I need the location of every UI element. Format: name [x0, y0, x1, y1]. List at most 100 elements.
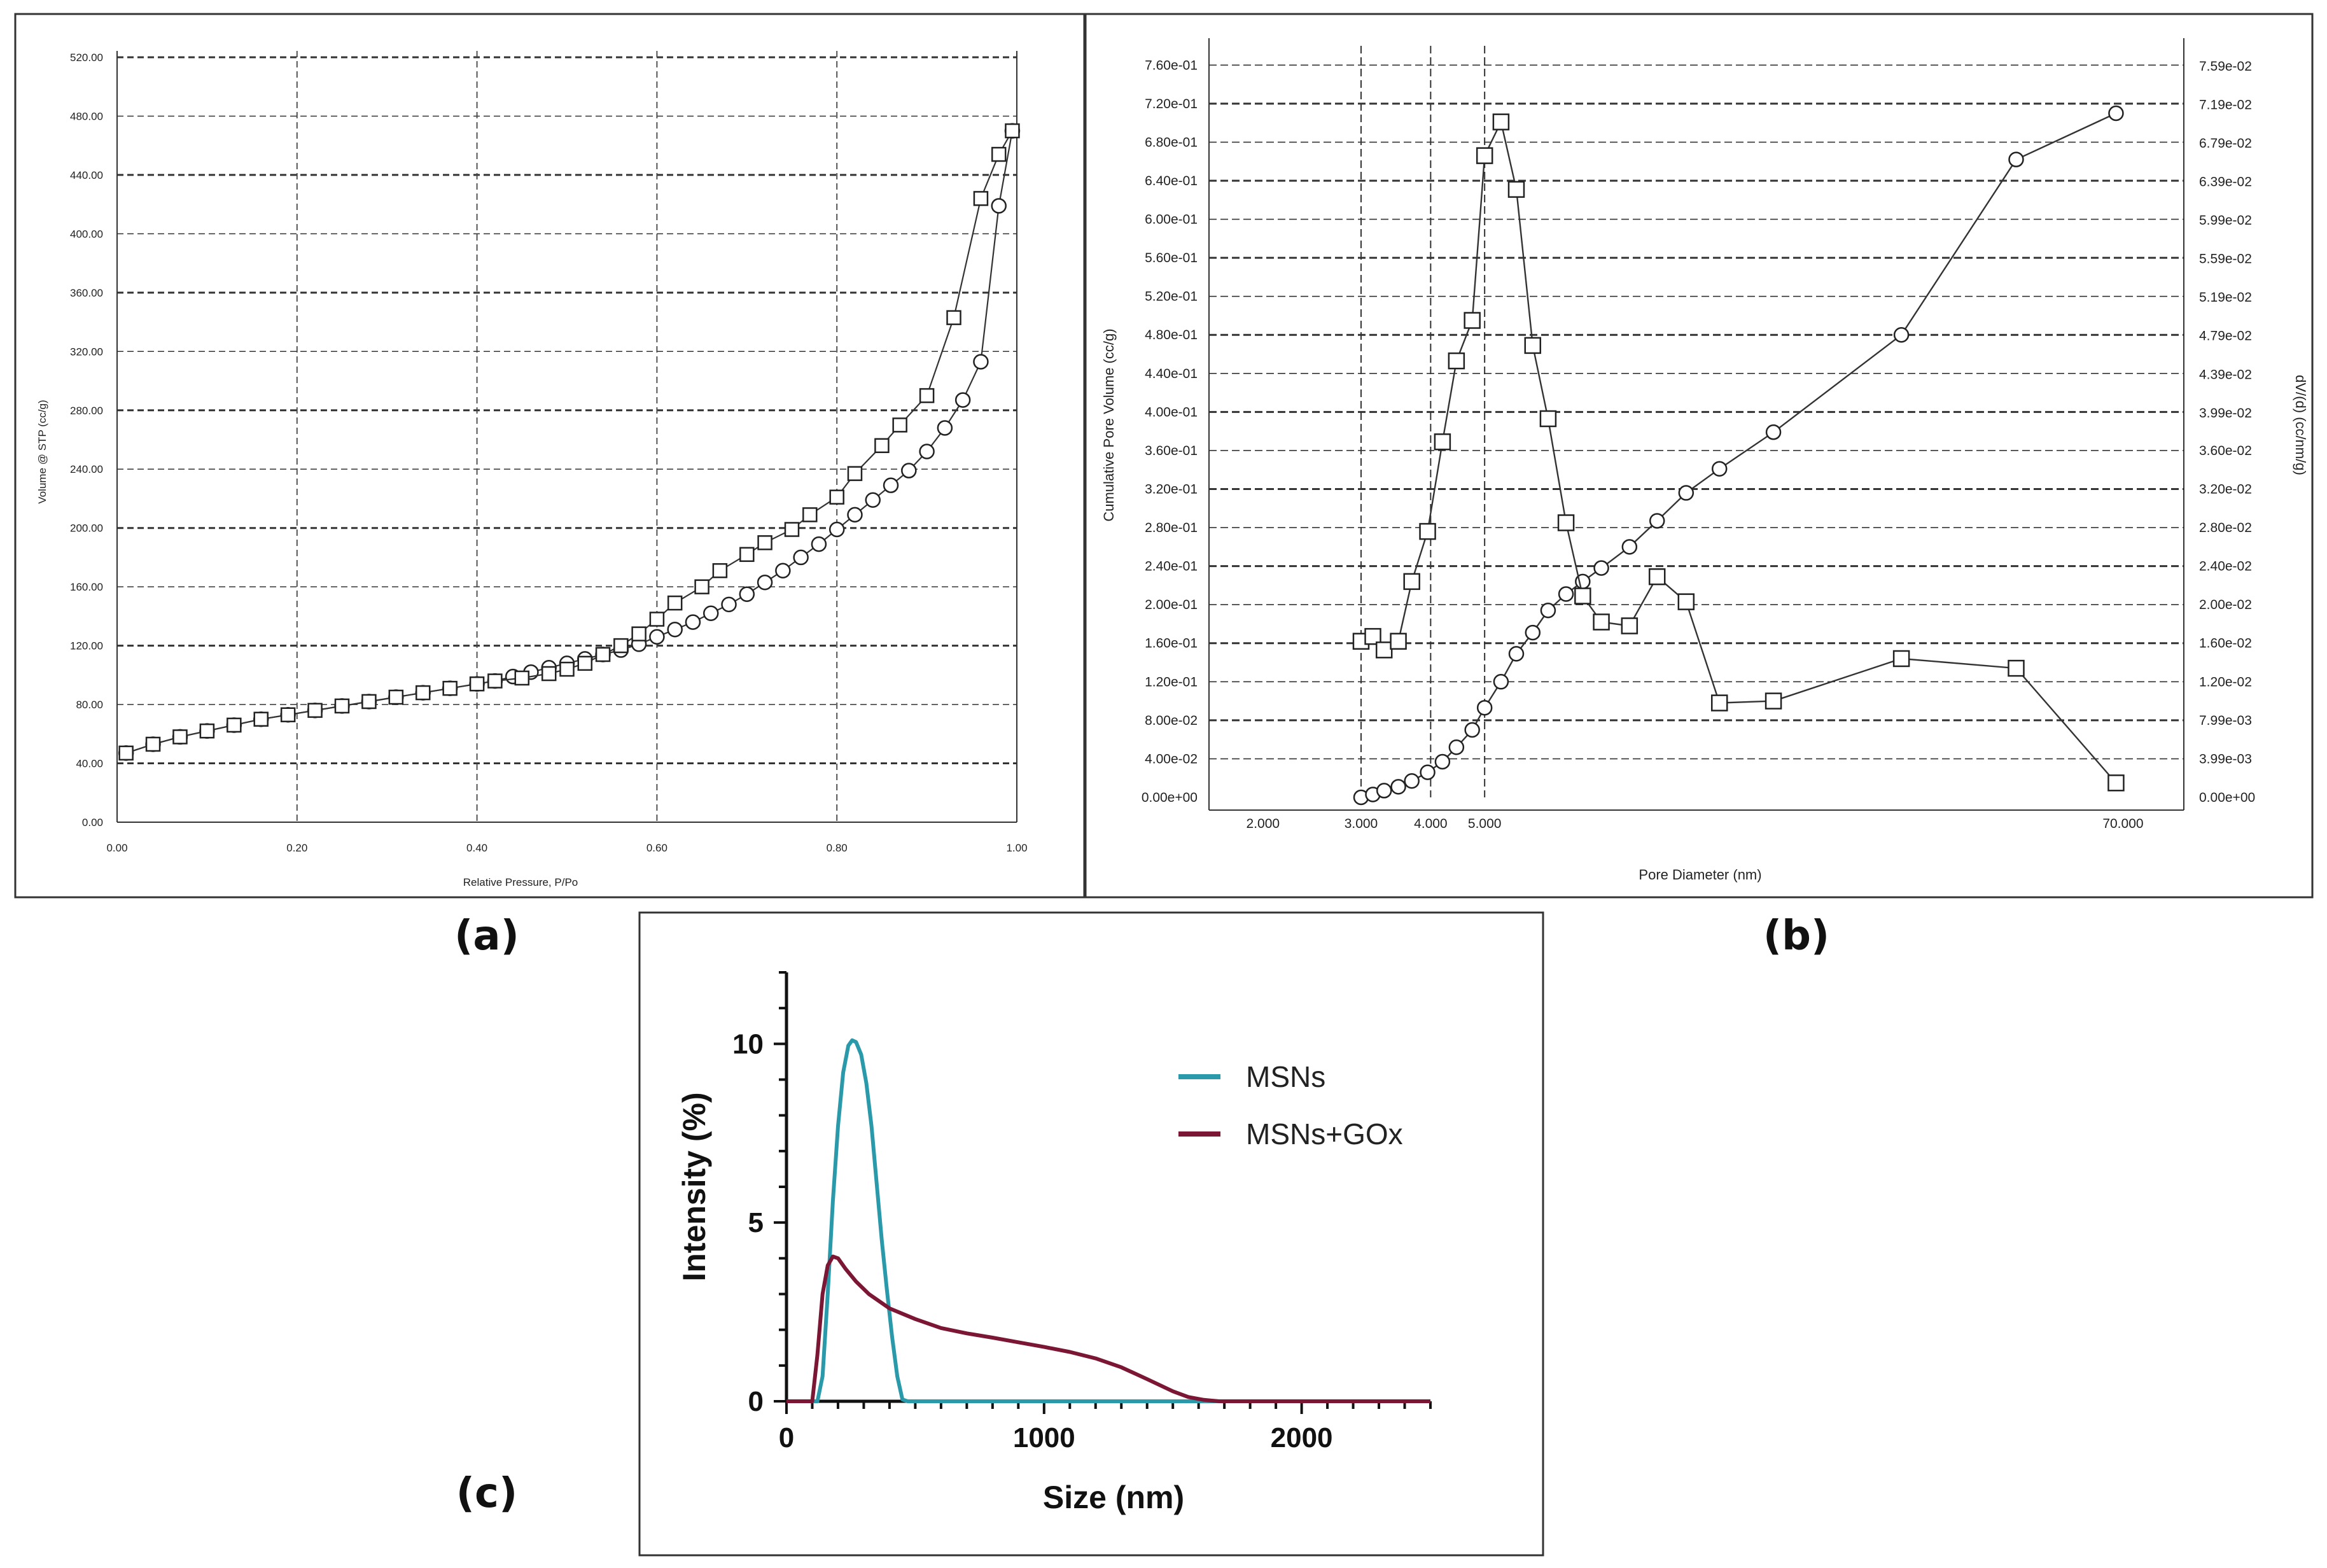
a-data-point-desorption: [829, 489, 844, 505]
c-x-tick-label: 2000: [1271, 1422, 1333, 1453]
b-right-y-tick-label: 6.39e-02: [2199, 174, 2252, 189]
b-data-point-cumulative: [1420, 764, 1436, 780]
b-right-y-tick-label: 7.99e-03: [2199, 713, 2252, 728]
c-legend-label: MSNs: [1246, 1060, 1325, 1093]
a-data-point-adsorption: [865, 492, 881, 508]
a-data-point-desorption: [227, 717, 242, 733]
b-right-y-tick-label: 4.39e-02: [2199, 367, 2252, 382]
b-left-y-tick-label: 1.60e-01: [1145, 636, 1198, 651]
a-data-point-desorption: [973, 191, 989, 206]
b-x-tick-label: 70.000: [2102, 816, 2143, 831]
panel-a-x-axis-label: Relative Pressure, P/Po: [463, 876, 578, 888]
c-y-tick-label: 0: [748, 1386, 764, 1417]
b-x-tick-label: 2.000: [1247, 816, 1280, 831]
a-data-point-desorption: [946, 310, 961, 325]
b-data-point-cumulative: [1434, 753, 1451, 770]
a-data-point-desorption: [253, 711, 269, 727]
a-data-point-desorption: [541, 666, 557, 682]
panel-b-x-axis-label: Pore Diameter (nm): [1639, 867, 1761, 883]
b-data-point-dv: [1710, 694, 1728, 711]
b-data-point-dv: [1390, 633, 1407, 650]
b-right-y-tick-label: 3.60e-02: [2199, 444, 2252, 458]
b-data-point-dv: [1677, 593, 1695, 610]
a-y-tick-label: 160.00: [70, 581, 103, 593]
b-data-point-cumulative: [1711, 461, 1728, 477]
a-data-point-desorption: [712, 563, 728, 578]
a-y-tick-label: 320.00: [70, 346, 103, 358]
a-y-tick-label: 480.00: [70, 110, 103, 122]
b-data-point-dv: [1375, 641, 1393, 659]
b-data-point-dv: [1434, 433, 1451, 451]
a-data-point-adsorption: [828, 521, 845, 538]
panel-b-tick-labels: 0.00e+00 4.00e-02 8.00e-02 1.20e-01 1.60e-01…: [1142, 58, 2255, 831]
a-y-tick-label: 440.00: [70, 169, 103, 181]
a-x-tick-label: 0.60: [646, 842, 667, 854]
b-data-point-cumulative: [1404, 773, 1420, 789]
a-data-point-desorption: [919, 388, 935, 403]
a-data-point-desorption: [514, 670, 530, 686]
a-data-point-adsorption: [991, 198, 1007, 214]
b-data-point-cumulative: [1390, 779, 1406, 795]
b-left-y-tick-label: 8.00e-02: [1145, 713, 1198, 728]
b-left-y-tick-label: 2.80e-01: [1145, 521, 1198, 535]
b-data-point-dv: [1448, 352, 1465, 370]
b-data-point-dv: [1476, 147, 1493, 164]
b-x-tick-label: 5.000: [1468, 816, 1502, 831]
b-data-point-dv: [1557, 514, 1575, 531]
panel-b-series: [1352, 105, 2125, 806]
a-data-point-desorption: [694, 579, 709, 594]
panel-b-frame: [1084, 13, 2314, 899]
panel-label-c: (c): [456, 1470, 517, 1517]
a-y-tick-label: 0.00: [82, 816, 103, 829]
b-left-y-tick-label: 4.00e-02: [1145, 752, 1198, 766]
a-data-point-desorption: [361, 694, 377, 710]
panel-a-y-axis-label: Volume @ STP (cc/g): [36, 400, 48, 503]
b-right-y-tick-label: 6.79e-02: [2199, 136, 2252, 151]
b-left-y-tick-label: 4.00e-01: [1145, 405, 1198, 419]
panel-c-legend: MSNs MSNs+GOx: [1178, 1060, 1403, 1151]
b-data-point-dv: [1492, 113, 1510, 130]
a-data-point-adsorption: [685, 614, 701, 630]
a-data-point-desorption: [172, 729, 188, 745]
a-data-point-adsorption: [649, 629, 665, 645]
b-data-point-cumulative: [2008, 151, 2024, 167]
b-right-y-tick-label: 2.00e-02: [2199, 598, 2252, 612]
b-left-y-tick-label: 6.00e-01: [1145, 213, 1198, 227]
a-y-tick-label: 80.00: [76, 699, 103, 711]
b-data-point-dv: [1419, 522, 1436, 540]
c-y-tick-label: 10: [732, 1028, 764, 1060]
a-data-point-adsorption: [757, 574, 773, 591]
b-left-y-tick-label: 4.80e-01: [1145, 328, 1198, 342]
panel-label-b: (b): [1763, 913, 1829, 960]
a-data-point-desorption: [487, 673, 503, 689]
b-left-y-tick-label: 7.60e-01: [1145, 58, 1198, 73]
b-right-y-tick-label: 0.00e+00: [2199, 790, 2255, 805]
b-data-point-cumulative: [1448, 739, 1465, 755]
a-data-point-adsorption: [811, 536, 827, 552]
a-data-point-desorption: [388, 689, 404, 705]
b-right-y-tick-label: 4.79e-02: [2199, 329, 2252, 344]
b-left-y-tick-label: 7.20e-01: [1145, 97, 1198, 111]
b-data-point-cumulative: [1649, 513, 1665, 529]
b-right-y-tick-label: 7.59e-02: [2199, 59, 2252, 74]
b-left-y-tick-label: 3.60e-01: [1145, 444, 1198, 458]
panel-a-series: [118, 123, 1021, 761]
b-left-y-tick-label: 3.20e-01: [1145, 482, 1198, 496]
a-data-point-desorption: [784, 522, 800, 537]
a-data-point-desorption: [847, 466, 863, 481]
a-data-point-desorption: [631, 626, 646, 641]
a-x-tick-label: 0.00: [106, 842, 127, 854]
b-data-point-dv: [1593, 613, 1610, 631]
b-x-tick-label: 4.000: [1414, 816, 1448, 831]
a-x-tick-label: 0.80: [827, 842, 848, 854]
a-y-tick-label: 520.00: [70, 52, 103, 64]
a-data-point-desorption: [1005, 123, 1020, 139]
b-left-y-tick-label: 2.40e-01: [1145, 559, 1198, 574]
a-data-point-desorption: [442, 680, 458, 696]
a-data-point-desorption: [334, 698, 350, 714]
panel-a-grid: [116, 51, 1017, 823]
panel-c-x-axis-label: Size (nm): [1043, 1480, 1184, 1515]
a-data-point-desorption: [307, 703, 323, 718]
b-left-y-tick-label: 0.00e+00: [1142, 790, 1198, 805]
a-data-point-desorption: [991, 146, 1007, 162]
